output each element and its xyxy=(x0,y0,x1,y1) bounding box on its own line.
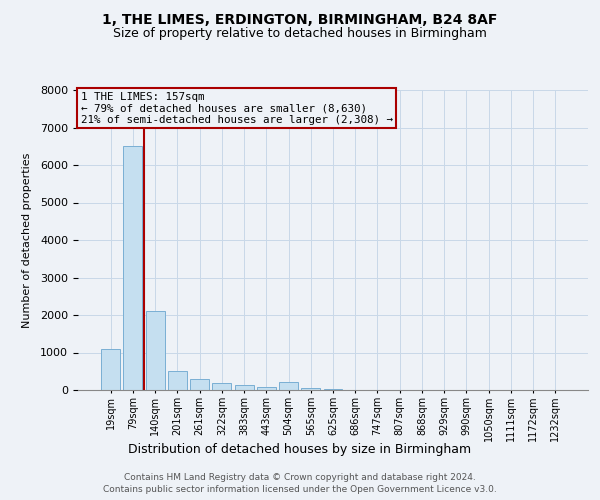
Bar xyxy=(323,389,343,390)
Bar xyxy=(101,349,120,390)
Text: Size of property relative to detached houses in Birmingham: Size of property relative to detached ho… xyxy=(113,28,487,40)
Bar xyxy=(235,385,254,390)
Bar xyxy=(146,311,164,390)
Bar xyxy=(301,388,320,390)
Text: Distribution of detached houses by size in Birmingham: Distribution of detached houses by size … xyxy=(128,442,472,456)
Bar xyxy=(190,379,209,390)
Bar xyxy=(257,387,276,390)
Text: Contains HM Land Registry data © Crown copyright and database right 2024.: Contains HM Land Registry data © Crown c… xyxy=(124,472,476,482)
Bar xyxy=(124,146,142,390)
Bar xyxy=(212,382,231,390)
Text: 1 THE LIMES: 157sqm
← 79% of detached houses are smaller (8,630)
21% of semi-det: 1 THE LIMES: 157sqm ← 79% of detached ho… xyxy=(80,92,392,124)
Text: 1, THE LIMES, ERDINGTON, BIRMINGHAM, B24 8AF: 1, THE LIMES, ERDINGTON, BIRMINGHAM, B24… xyxy=(103,12,497,26)
Bar xyxy=(279,382,298,390)
Bar xyxy=(168,371,187,390)
Y-axis label: Number of detached properties: Number of detached properties xyxy=(22,152,32,328)
Text: Contains public sector information licensed under the Open Government Licence v3: Contains public sector information licen… xyxy=(103,485,497,494)
